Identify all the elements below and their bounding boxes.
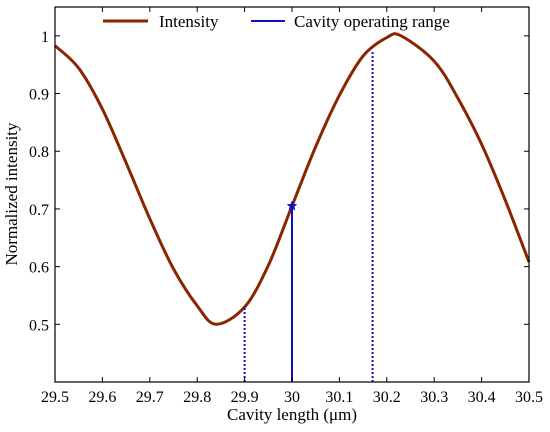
- operating-point-marker: [286, 200, 298, 211]
- x-tick-label: 29.6: [88, 389, 116, 406]
- y-tick-label: 0.9: [29, 87, 49, 104]
- y-tick-label: 1: [41, 29, 49, 46]
- x-tick-label: 29.5: [41, 389, 69, 406]
- y-tick-label: 0.5: [29, 317, 49, 334]
- x-tick-label: 30.3: [420, 389, 448, 406]
- x-tick-label: 30.1: [325, 389, 353, 406]
- x-tick-label: 29.9: [231, 389, 259, 406]
- legend-label-intensity: Intensity: [159, 12, 219, 31]
- y-tick-label: 0.8: [29, 144, 49, 161]
- x-tick-label: 30.4: [468, 389, 496, 406]
- y-axis-label: Normalized intensity: [2, 122, 21, 266]
- y-tick-label: 0.7: [29, 202, 49, 219]
- x-tick-label: 30.5: [515, 389, 543, 406]
- y-tick-label: 0.6: [29, 260, 49, 277]
- x-axis-ticks: 29.5 29.6 29.7 29.8 29.9 30 30.1 30.2 30.3 30.4 30…: [41, 7, 543, 406]
- x-tick-label: 29.7: [136, 389, 164, 406]
- x-tick-label: 30.2: [373, 389, 401, 406]
- x-tick-label: 29.8: [183, 389, 211, 406]
- y-axis-ticks: 0.5 0.6 0.7 0.8 0.9 1: [29, 29, 529, 334]
- legend-label-cavity-operating-range: Cavity operating range: [294, 12, 450, 31]
- legend: Intensity Cavity operating range: [103, 12, 450, 31]
- operating-range-layer: [243, 50, 374, 382]
- x-axis-label: Cavity length (μm): [227, 405, 357, 424]
- x-tick-label: 30: [284, 389, 300, 406]
